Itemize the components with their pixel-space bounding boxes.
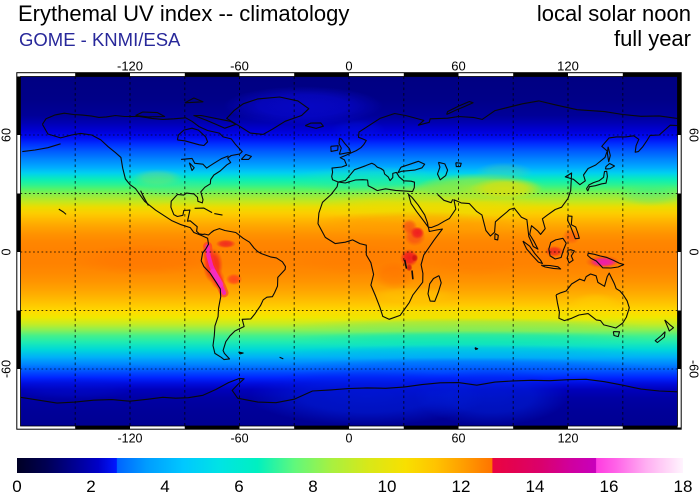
svg-text:-120: -120	[117, 59, 143, 74]
svg-text:0: 0	[0, 248, 14, 255]
svg-text:8: 8	[308, 477, 317, 496]
svg-text:2: 2	[86, 477, 95, 496]
svg-text:120: 120	[558, 431, 579, 445]
svg-text:-60: -60	[230, 431, 248, 445]
svg-text:-120: -120	[117, 431, 142, 445]
svg-text:18: 18	[674, 477, 693, 496]
svg-text:GOME - KNMI/ESA: GOME - KNMI/ESA	[19, 29, 181, 50]
svg-text:12: 12	[452, 477, 471, 496]
svg-text:6: 6	[234, 477, 243, 496]
svg-text:14: 14	[526, 477, 545, 496]
svg-text:16: 16	[600, 477, 619, 496]
svg-text:60: 60	[451, 59, 465, 74]
svg-text:120: 120	[557, 59, 579, 74]
svg-text:60: 60	[452, 431, 466, 445]
svg-text:10: 10	[378, 477, 397, 496]
svg-text:-60: -60	[230, 59, 249, 74]
svg-text:0: 0	[687, 249, 700, 256]
svg-text:4: 4	[160, 477, 169, 496]
svg-text:-60: -60	[0, 360, 14, 378]
svg-text:-60: -60	[687, 360, 700, 378]
svg-text:0: 0	[12, 477, 21, 496]
svg-text:60: 60	[0, 128, 14, 142]
svg-text:full year: full year	[614, 26, 691, 51]
svg-text:Erythemal UV index -- climatol: Erythemal UV index -- climatology	[18, 1, 349, 26]
svg-text:local solar noon: local solar noon	[537, 1, 691, 26]
svg-text:0: 0	[346, 431, 353, 445]
svg-text:0: 0	[345, 59, 352, 74]
svg-text:60: 60	[687, 128, 700, 142]
